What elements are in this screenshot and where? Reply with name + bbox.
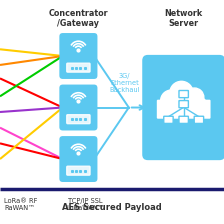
Circle shape bbox=[185, 88, 204, 107]
FancyBboxPatch shape bbox=[157, 100, 211, 119]
Circle shape bbox=[191, 97, 207, 113]
Text: 3G/
Ethernet
Backhaul: 3G/ Ethernet Backhaul bbox=[109, 73, 140, 93]
FancyBboxPatch shape bbox=[179, 101, 188, 108]
Text: AES Secured Payload: AES Secured Payload bbox=[62, 203, 162, 212]
FancyBboxPatch shape bbox=[59, 136, 97, 182]
Circle shape bbox=[161, 90, 182, 112]
Text: Network
Server: Network Server bbox=[165, 9, 203, 28]
Text: Concentrator
/Gateway: Concentrator /Gateway bbox=[49, 9, 108, 28]
Text: LoRa® RF
RaWAN™: LoRa® RF RaWAN™ bbox=[4, 198, 38, 211]
FancyBboxPatch shape bbox=[179, 116, 188, 123]
FancyBboxPatch shape bbox=[67, 63, 90, 72]
FancyBboxPatch shape bbox=[179, 90, 188, 98]
FancyBboxPatch shape bbox=[67, 115, 90, 124]
FancyBboxPatch shape bbox=[142, 55, 224, 160]
Circle shape bbox=[170, 81, 193, 105]
FancyBboxPatch shape bbox=[59, 33, 97, 79]
FancyBboxPatch shape bbox=[164, 116, 173, 123]
FancyBboxPatch shape bbox=[67, 166, 90, 175]
FancyBboxPatch shape bbox=[59, 85, 97, 130]
FancyBboxPatch shape bbox=[194, 116, 204, 123]
Text: TCP/IP SSL
LoRaWAN™: TCP/IP SSL LoRaWAN™ bbox=[66, 198, 104, 211]
Circle shape bbox=[158, 98, 175, 115]
